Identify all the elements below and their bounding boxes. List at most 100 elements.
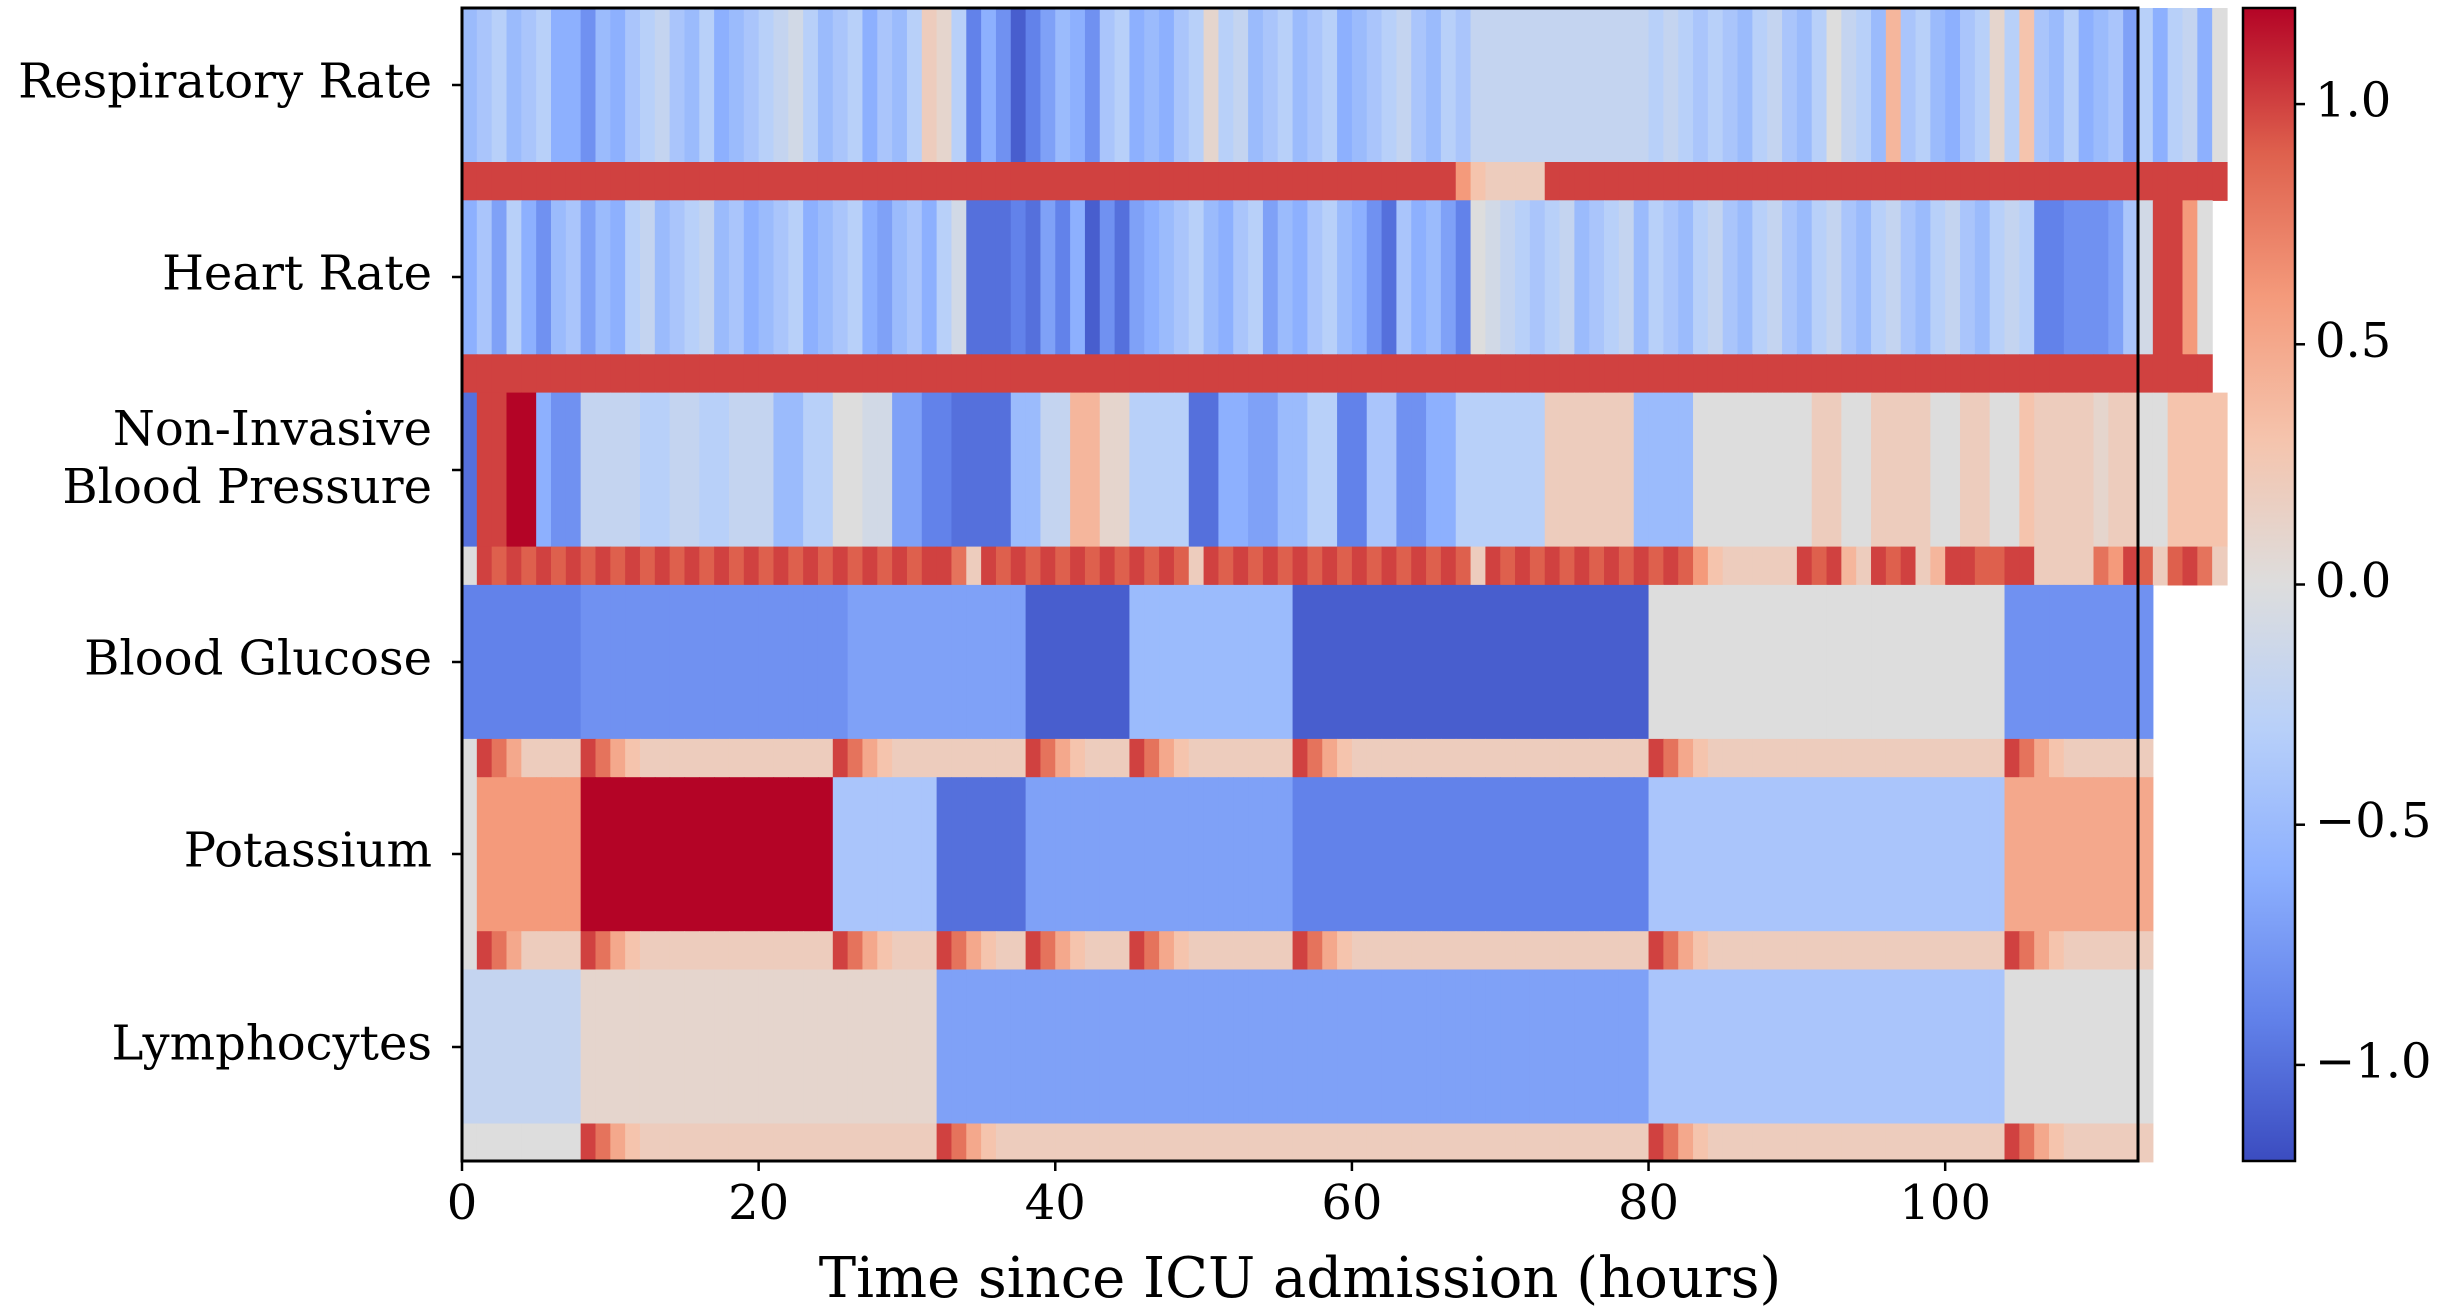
heatmap-cell <box>654 162 671 201</box>
heatmap-cell <box>639 969 656 1125</box>
heatmap-cell <box>1381 8 1398 163</box>
heatmap-cell <box>1945 931 1961 971</box>
heatmap-cell <box>906 392 923 548</box>
heatmap-cell <box>1025 546 1042 586</box>
heatmap-cell <box>1426 392 1442 548</box>
heatmap-cell <box>1559 546 1575 586</box>
heatmap-cell <box>2108 354 2124 394</box>
heatmap-cell <box>1233 969 1249 1125</box>
heatmap-cell <box>1945 546 1961 586</box>
heatmap-cell <box>669 738 686 778</box>
heatmap-cell <box>1307 1123 1323 1163</box>
heatmap-cell <box>1811 931 1828 971</box>
heatmap-cell <box>1960 354 1976 394</box>
heatmap-cell <box>1366 777 1383 932</box>
heatmap-cell <box>1648 584 1664 740</box>
heatmap-cell <box>1618 1123 1635 1163</box>
heatmap-cell <box>1455 1123 1472 1163</box>
heatmap-cell <box>1010 969 1027 1125</box>
heatmap-cell <box>639 931 656 971</box>
heatmap-cell <box>758 546 775 586</box>
heatmap-cell <box>877 8 893 163</box>
heatmap-cell <box>491 777 508 932</box>
heatmap-cell <box>1426 8 1442 163</box>
heatmap-cell <box>728 1123 745 1163</box>
heatmap-cell <box>2034 738 2050 778</box>
x-tick-label: 80 <box>1618 1175 1679 1231</box>
heatmap-cell <box>2108 162 2124 201</box>
heatmap-cell <box>684 546 700 586</box>
heatmap-cell <box>743 162 760 201</box>
heatmap-cell <box>1989 354 2006 394</box>
heatmap-cell <box>580 1123 597 1163</box>
heatmap-cell <box>1544 777 1561 932</box>
heatmap-cell <box>1841 777 1857 932</box>
heatmap-cell <box>1885 738 1902 778</box>
heatmap-cell <box>1604 777 1620 932</box>
heatmap-cell <box>862 392 878 548</box>
colorbar-tick-label: 0.5 <box>2315 313 2391 369</box>
heatmap-cell <box>1574 584 1590 740</box>
heatmap-cell <box>1945 8 1961 163</box>
heatmap-cell <box>1129 931 1145 971</box>
heatmap-cell <box>1604 584 1620 740</box>
y-axis-labels: Respiratory Rate Heart Rate Non-Invasive… <box>18 54 462 1072</box>
heatmap-cell <box>1796 8 1813 163</box>
heatmap-cell <box>1515 8 1531 163</box>
heatmap-cell <box>1322 584 1338 740</box>
heatmap-cell <box>1218 738 1234 778</box>
heatmap-cell <box>1040 546 1056 586</box>
heatmap-cell <box>1411 546 1427 586</box>
heatmap-cell <box>1307 777 1323 932</box>
heatmap-cell <box>699 546 715 586</box>
heatmap-cell <box>1856 392 1872 548</box>
heatmap-cell <box>2078 200 2095 355</box>
heatmap-cell <box>2197 162 2213 201</box>
heatmap-cell <box>506 777 522 932</box>
heatmap-cell <box>758 392 775 548</box>
heatmap-cell <box>1693 546 1709 586</box>
heatmap-cell <box>521 392 537 548</box>
heatmap-cell <box>1811 969 1828 1125</box>
heatmap-cell <box>1900 392 1917 548</box>
heatmap-cell <box>1411 8 1427 163</box>
heatmap-cell <box>1544 969 1561 1125</box>
heatmap-cell <box>995 392 1012 548</box>
heatmap-cell <box>1114 392 1131 548</box>
heatmap-cell <box>1262 738 1279 778</box>
heatmap-cell <box>1159 354 1175 394</box>
heatmap-cell <box>1633 777 1650 932</box>
heatmap-cell <box>788 8 804 163</box>
heatmap-cell <box>714 392 730 548</box>
heatmap-cell <box>951 200 967 355</box>
heatmap-cell <box>1426 1123 1442 1163</box>
heatmap-cell <box>1900 738 1917 778</box>
heatmap-cell <box>1055 392 1071 548</box>
heatmap-cell <box>936 354 953 394</box>
heatmap-cell <box>1663 8 1679 163</box>
heatmap-cell <box>1915 584 1931 740</box>
heatmap-cell <box>1648 162 1664 201</box>
heatmap-cell <box>699 584 715 740</box>
heatmap-cell <box>1767 777 1783 932</box>
feature-row <box>462 777 2154 932</box>
heatmap-cell <box>1129 8 1145 163</box>
heatmap-cell <box>1055 584 1071 740</box>
heatmap-cell <box>1752 969 1768 1125</box>
heatmap-cell <box>1841 354 1857 394</box>
heatmap-cell <box>684 8 700 163</box>
heatmap-cell <box>1722 200 1739 355</box>
heatmap-cell <box>1084 969 1101 1125</box>
heatmap-cell <box>2019 162 2035 201</box>
heatmap-cell <box>906 8 923 163</box>
heatmap-cell <box>1782 584 1798 740</box>
heatmap-cell <box>1930 392 1946 548</box>
heatmap-cell <box>1960 200 1976 355</box>
heatmap-cell <box>550 392 567 548</box>
heatmap-cell <box>1930 354 1946 394</box>
heatmap-cell <box>1663 354 1679 394</box>
heatmap-cell <box>1099 584 1116 740</box>
heatmap-cell <box>995 1123 1012 1163</box>
heatmap-cell <box>1633 162 1650 201</box>
heatmap-cell <box>1099 8 1116 163</box>
